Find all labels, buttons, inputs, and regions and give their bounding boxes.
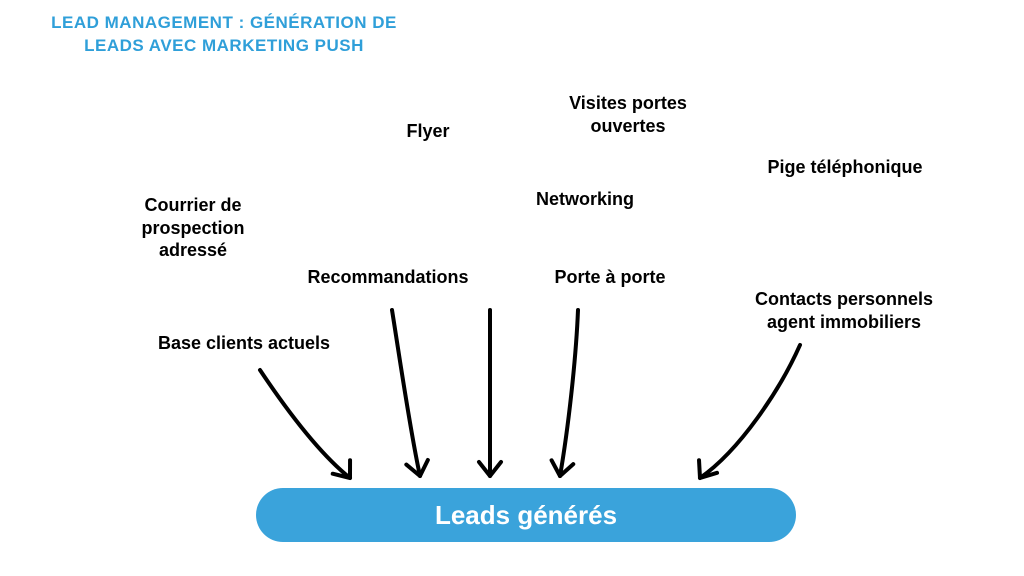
arrow-head-2 [406, 460, 430, 478]
result-label: Leads générés [435, 500, 617, 531]
result-pill: Leads générés [256, 488, 796, 542]
diagram-title: LEAD MANAGEMENT : GÉNÉRATION DE LEADS AV… [24, 12, 424, 58]
source-porte: Porte à porte [530, 266, 690, 289]
title-line1: LEAD MANAGEMENT : GÉNÉRATION DE [51, 13, 397, 32]
arrow-head-4 [549, 460, 573, 478]
arrow-4 [560, 310, 578, 476]
source-baseclients: Base clients actuels [134, 332, 354, 355]
arrow-1 [260, 370, 350, 478]
title-line2: LEADS AVEC MARKETING PUSH [84, 36, 364, 55]
source-pige: Pige téléphonique [740, 156, 950, 179]
source-visites: Visites portes ouvertes [538, 92, 718, 137]
diagram-stage: LEAD MANAGEMENT : GÉNÉRATION DE LEADS AV… [0, 0, 1024, 576]
source-recomm: Recommandations [278, 266, 498, 289]
arrow-head-5 [691, 460, 717, 484]
source-contacts: Contacts personnels agent immobiliers [724, 288, 964, 333]
source-networking: Networking [510, 188, 660, 211]
arrow-head-3 [479, 462, 501, 476]
arrow-2 [392, 310, 420, 476]
arrow-head-1 [333, 460, 359, 485]
source-flyer: Flyer [378, 120, 478, 143]
arrow-5 [700, 345, 800, 478]
source-courrier: Courrier de prospection adressé [108, 194, 278, 262]
